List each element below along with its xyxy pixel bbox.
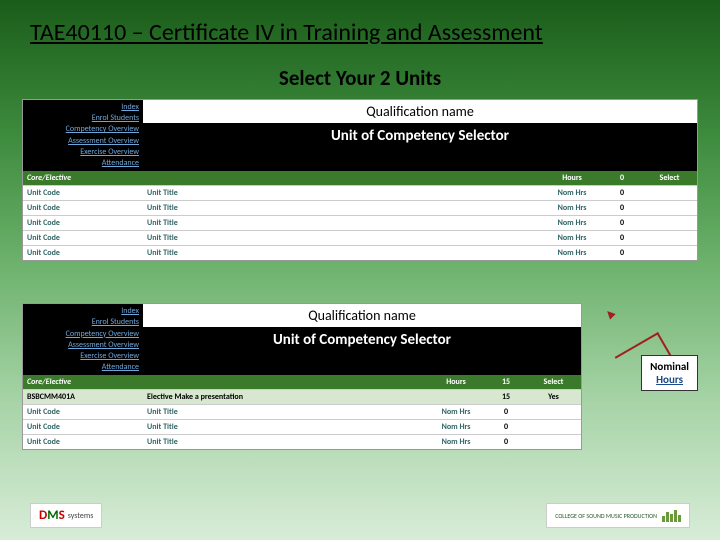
nom-hrs-label: Nom Hrs	[542, 216, 602, 230]
qualification-name: Qualification name	[143, 100, 697, 123]
select-cell[interactable]	[642, 216, 697, 230]
sidebar-link[interactable]: Index	[27, 306, 139, 317]
unit-code: Unit Code	[23, 216, 143, 230]
hours-total: 15	[486, 375, 526, 389]
nom-hrs-label: Nom Hrs	[542, 186, 602, 200]
selector-heading: Unit of Competency Selector	[143, 327, 581, 353]
sidebar-link[interactable]: Competency Overview	[27, 329, 139, 340]
unit-title: Elective Make a presentation	[143, 390, 426, 404]
sidebar-link[interactable]: Exercise Overview	[27, 147, 139, 158]
unit-code: Unit Code	[23, 231, 143, 245]
qualification-name: Qualification name	[143, 304, 581, 327]
callout-line1: Nominal	[650, 360, 689, 373]
hours-value: 0	[486, 435, 526, 449]
unit-code: Unit Code	[23, 405, 143, 419]
hours-value: 15	[486, 390, 526, 404]
sidebar-link[interactable]: Attendance	[27, 362, 139, 373]
col-hours: Hours	[426, 375, 486, 389]
sidebar-link[interactable]: Assessment Overview	[27, 136, 139, 147]
unit-row[interactable]: Unit CodeUnit TitleNom Hrs0	[23, 230, 697, 245]
unit-title: Unit Title	[143, 186, 542, 200]
select-cell[interactable]	[526, 420, 581, 434]
unit-title: Unit Title	[143, 420, 426, 434]
nom-hrs-label: Nom Hrs	[426, 420, 486, 434]
slide-title: TAE40110 – Certificate IV in Training an…	[0, 0, 720, 51]
header-row: Core/Elective Hours 15 Select	[23, 375, 581, 389]
sidebar-link[interactable]: Enrol Students	[27, 113, 139, 124]
select-cell[interactable]	[642, 246, 697, 260]
hours-value: 0	[602, 201, 642, 215]
unit-row[interactable]: BSBCMM401AElective Make a presentation 15…	[23, 389, 581, 404]
unit-row[interactable]: Unit CodeUnit TitleNom Hrs0	[23, 185, 697, 200]
unit-title: Unit Title	[143, 231, 542, 245]
sidebar-link[interactable]: Exercise Overview	[27, 351, 139, 362]
unit-row[interactable]: Unit CodeUnit TitleNom Hrs0	[23, 419, 581, 434]
select-cell[interactable]	[642, 201, 697, 215]
footer-logos: DMSsystems COLLEGE OF SOUND MUSIC PRODUC…	[0, 503, 720, 528]
col-select: Select	[526, 375, 581, 389]
col-hours: Hours	[542, 171, 602, 185]
logo-dms: DMSsystems	[30, 503, 102, 528]
sidebar-link[interactable]: Index	[27, 102, 139, 113]
hours-value: 0	[602, 246, 642, 260]
selector-panel-2: IndexEnrol StudentsCompetency OverviewAs…	[22, 303, 582, 450]
hours-value: 0	[486, 405, 526, 419]
unit-title: Unit Title	[143, 246, 542, 260]
col-select: Select	[642, 171, 697, 185]
unit-row[interactable]: Unit CodeUnit TitleNom Hrs0	[23, 200, 697, 215]
sidebar-nav: IndexEnrol StudentsCompetency OverviewAs…	[23, 100, 143, 171]
header-row: Core/Elective Hours 0 Select	[23, 171, 697, 185]
logo-bars-icon	[662, 510, 681, 522]
unit-code: Unit Code	[23, 435, 143, 449]
callout-arrow-head	[604, 308, 615, 319]
hours-value: 0	[602, 216, 642, 230]
select-cell[interactable]	[642, 231, 697, 245]
hours-value: 0	[602, 231, 642, 245]
sidebar-link[interactable]: Assessment Overview	[27, 340, 139, 351]
unit-title: Unit Title	[143, 216, 542, 230]
unit-code: Unit Code	[23, 186, 143, 200]
nom-hrs-label: Nom Hrs	[542, 201, 602, 215]
col-core-elective: Core/Elective	[23, 375, 143, 389]
logo-college-text: COLLEGE OF SOUND MUSIC PRODUCTION	[555, 513, 657, 519]
sidebar-link[interactable]: Competency Overview	[27, 124, 139, 135]
callout-line2: Hours	[650, 373, 689, 386]
unit-row[interactable]: Unit CodeUnit TitleNom Hrs0	[23, 245, 697, 260]
nom-hrs-label: Nom Hrs	[542, 231, 602, 245]
nom-hrs-label: Nom Hrs	[426, 405, 486, 419]
unit-code: Unit Code	[23, 201, 143, 215]
select-cell[interactable]: Yes	[526, 390, 581, 404]
hours-value: 0	[486, 420, 526, 434]
nom-hrs-label: Nom Hrs	[426, 435, 486, 449]
slide-subtitle: Select Your 2 Units	[0, 65, 720, 91]
hours-total: 0	[602, 171, 642, 185]
sidebar-link[interactable]: Enrol Students	[27, 317, 139, 328]
logo-college: COLLEGE OF SOUND MUSIC PRODUCTION	[546, 503, 690, 528]
unit-row[interactable]: Unit CodeUnit TitleNom Hrs0	[23, 434, 581, 449]
unit-code: BSBCMM401A	[23, 390, 143, 404]
unit-row[interactable]: Unit CodeUnit TitleNom Hrs0	[23, 215, 697, 230]
unit-title: Unit Title	[143, 201, 542, 215]
unit-code: Unit Code	[23, 246, 143, 260]
unit-title: Unit Title	[143, 435, 426, 449]
unit-row[interactable]: Unit CodeUnit TitleNom Hrs0	[23, 404, 581, 419]
unit-title: Unit Title	[143, 405, 426, 419]
hours-value: 0	[602, 186, 642, 200]
select-cell[interactable]	[526, 435, 581, 449]
selector-panel-1: IndexEnrol StudentsCompetency OverviewAs…	[22, 99, 698, 261]
callout-box: Nominal Hours	[641, 355, 698, 391]
select-cell[interactable]	[642, 186, 697, 200]
selector-heading: Unit of Competency Selector	[143, 123, 697, 149]
sidebar-nav: IndexEnrol StudentsCompetency OverviewAs…	[23, 304, 143, 375]
unit-code: Unit Code	[23, 420, 143, 434]
nom-hrs-label	[426, 390, 486, 404]
nom-hrs-label: Nom Hrs	[542, 246, 602, 260]
sidebar-link[interactable]: Attendance	[27, 158, 139, 169]
col-core-elective: Core/Elective	[23, 171, 143, 185]
select-cell[interactable]	[526, 405, 581, 419]
